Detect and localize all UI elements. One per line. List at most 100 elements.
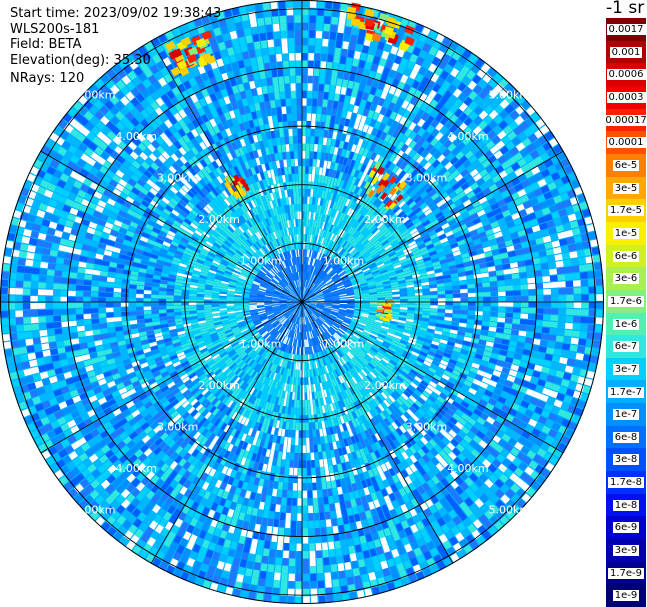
heatmap-cell (557, 315, 566, 322)
heatmap-cell (310, 573, 317, 582)
heatmap-cell (438, 363, 447, 370)
heatmap-cell (30, 316, 39, 324)
heatmap-cell (573, 316, 581, 323)
heatmap-cell (433, 333, 442, 339)
heatmap-cell (414, 400, 423, 408)
heatmap-cell (421, 363, 430, 370)
heatmap-cell (128, 302, 136, 307)
heatmap-cell (113, 312, 122, 317)
heatmap-cell (365, 354, 373, 361)
heatmap-cell (392, 309, 400, 312)
heatmap-cell (411, 351, 420, 357)
heatmap-cell (450, 388, 459, 397)
heatmap-cell (16, 325, 25, 332)
heatmap-cell (259, 570, 267, 579)
heatmap-cell (368, 314, 377, 318)
heatmap-cell (427, 325, 436, 330)
heatmap-cell (384, 366, 392, 373)
heatmap-cell (91, 275, 100, 281)
heatmap-cell (521, 415, 531, 424)
heatmap-cell (211, 297, 220, 300)
heatmap-cell (478, 439, 488, 449)
heatmap-cell (75, 314, 84, 320)
heatmap-cell (272, 526, 279, 535)
heatmap-cell (473, 408, 483, 417)
heatmap-cell (437, 346, 446, 352)
heatmap-cell (507, 437, 518, 447)
heatmap-cell (90, 297, 99, 302)
heatmap-cell (406, 318, 414, 323)
heatmap-cell (298, 452, 302, 461)
heatmap-cell (397, 322, 406, 327)
heatmap-cell (151, 302, 159, 306)
heatmap-cell (460, 368, 470, 376)
heatmap-cell (439, 377, 448, 385)
heatmap-cell (529, 350, 539, 358)
heatmap-cell (422, 401, 432, 410)
heatmap-cell (296, 535, 302, 544)
heatmap-cell (279, 512, 286, 521)
heatmap-cell (52, 302, 61, 309)
heatmap-cell (337, 314, 345, 319)
heatmap-cell (494, 337, 503, 344)
heatmap-cell (498, 438, 508, 448)
heatmap-cell (534, 437, 544, 448)
heatmap-cell (173, 299, 182, 302)
heatmap-cell (407, 304, 416, 308)
heatmap-cell (361, 311, 370, 315)
heatmap-cell (337, 313, 346, 317)
heatmap-cell (24, 266, 33, 274)
heatmap-cell (395, 349, 403, 356)
heatmap-cell (484, 346, 493, 353)
heatmap-cell (396, 347, 405, 354)
heatmap-cell (351, 334, 359, 341)
heatmap-cell (306, 452, 311, 461)
heatmap-cell (135, 293, 144, 298)
heatmap-cell (563, 336, 572, 344)
heatmap-cell (308, 306, 315, 311)
heatmap-cell (512, 313, 521, 319)
heatmap-cell (497, 396, 507, 405)
heatmap-cell (584, 378, 594, 387)
heatmap-cell (560, 379, 570, 388)
heatmap-cell (528, 460, 539, 470)
heatmap-cell (345, 312, 354, 316)
heatmap-cell (451, 350, 460, 357)
heatmap-cell (412, 378, 421, 386)
heatmap-cell (275, 557, 282, 566)
heatmap-cell (511, 383, 521, 391)
heatmap-cell (317, 572, 324, 581)
heatmap-cell (322, 311, 330, 316)
heatmap-cell (309, 429, 313, 438)
heatmap-cell (332, 323, 340, 329)
heatmap-cell (565, 308, 574, 316)
heatmap-cell (295, 573, 302, 582)
heatmap-cell (443, 324, 452, 329)
heatmap-cell (309, 303, 317, 306)
heatmap-cell (420, 404, 429, 413)
heatmap-cell (332, 302, 340, 304)
heatmap-cell (554, 342, 563, 350)
heatmap-cell (514, 411, 524, 421)
heatmap-cell (513, 377, 523, 386)
heatmap-cell (399, 309, 408, 313)
heatmap-cell (318, 504, 325, 513)
heatmap-cell (151, 290, 159, 295)
heatmap-cell (492, 420, 502, 429)
heatmap-cell (375, 353, 383, 360)
heatmap-cell (374, 341, 382, 347)
heatmap-cell (406, 315, 415, 320)
heatmap-cell (520, 400, 530, 409)
heatmap-cell (450, 373, 459, 381)
heatmap-cell (426, 384, 435, 392)
heatmap-cell (75, 296, 84, 302)
heatmap-cell (406, 359, 415, 366)
heatmap-cell (158, 309, 167, 314)
heatmap-cell (308, 306, 315, 312)
heatmap-cell (459, 318, 468, 324)
heatmap-cell (401, 367, 410, 375)
heatmap-cell (305, 422, 309, 431)
heatmap-cell (297, 505, 302, 514)
heatmap-cell (349, 338, 356, 345)
heatmap-cell (283, 474, 289, 483)
